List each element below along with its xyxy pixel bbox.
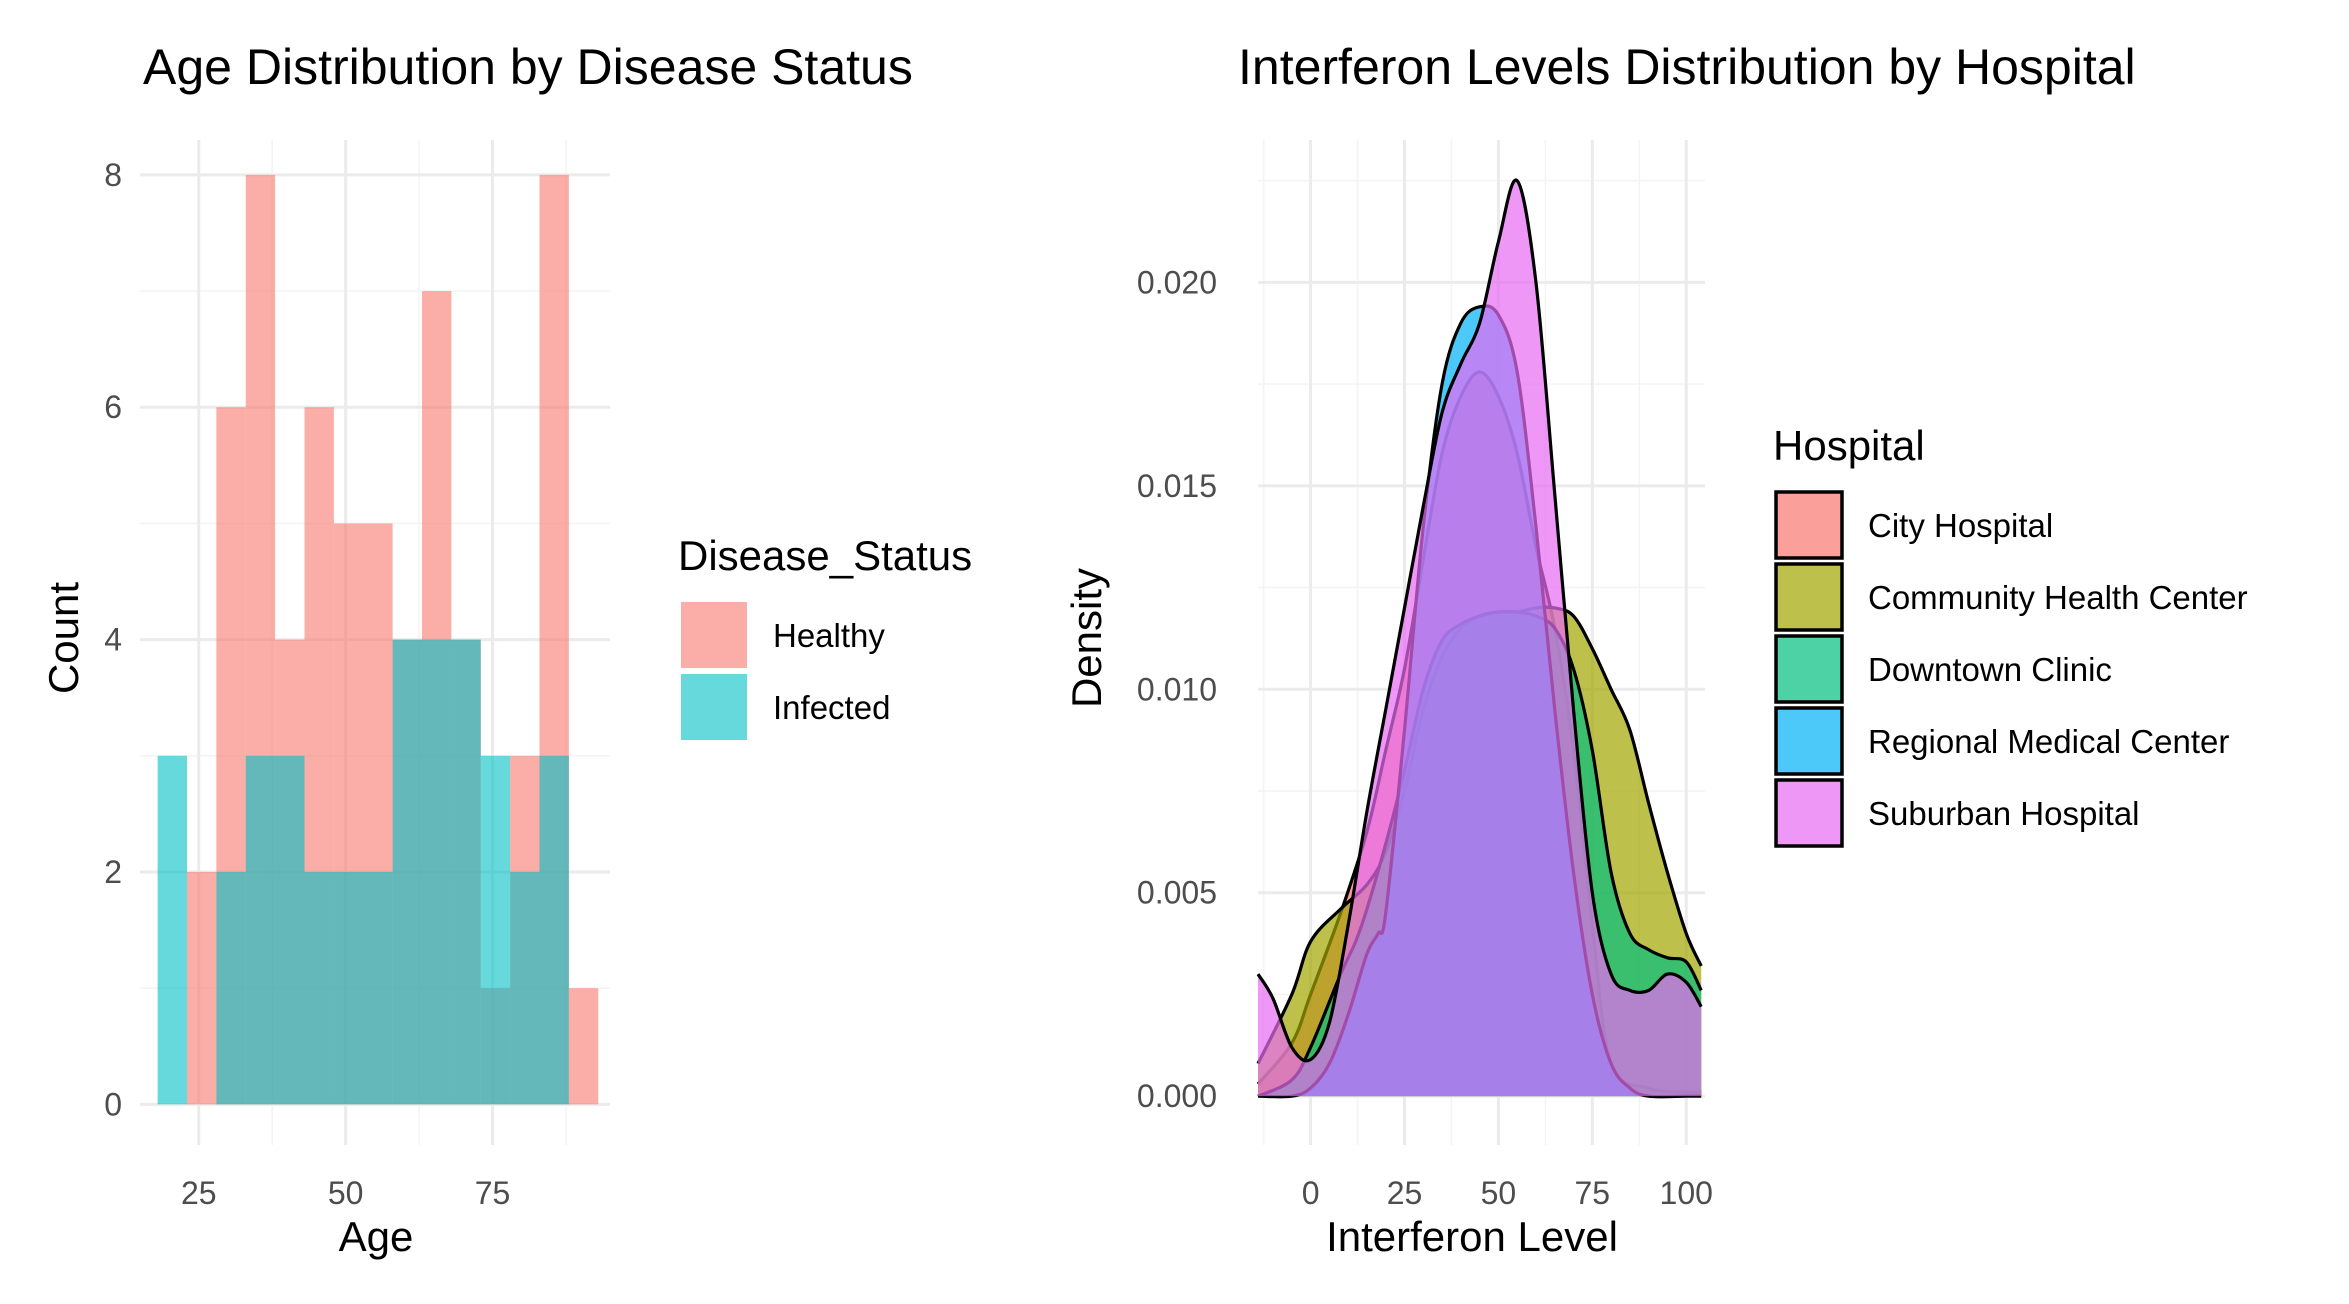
density-legend-swatch (1774, 706, 1844, 776)
histogram-legend-label: Infected (773, 689, 890, 726)
age-histogram-panel: Age Distribution by Disease Status 25 50 7… (40, 39, 972, 1260)
density-x-tick-label: 75 (1575, 1175, 1611, 1211)
histogram-legend-label: Healthy (773, 617, 885, 654)
density-y-tick-label: 0.000 (1137, 1078, 1217, 1114)
density-legend-swatch (1774, 634, 1844, 704)
density-legend: Hospital City Hospital Community Health C… (1773, 422, 2248, 848)
histogram-bar-infected (392, 639, 481, 1105)
density-y-tick-label: 0.005 (1137, 875, 1217, 911)
histogram-bar-infected (245, 755, 305, 1105)
density-legend-swatch (1774, 490, 1844, 560)
density-y-tick-label: 0.015 (1137, 468, 1217, 504)
histogram-bar-healthy (187, 871, 217, 1105)
density-legend-label: City Hospital (1868, 507, 2053, 544)
density-areas (1256, 178, 1703, 1099)
histogram-y-ticks: 0 2 4 6 8 (104, 157, 122, 1122)
density-x-tick-label: 100 (1660, 1175, 1713, 1211)
density-curve-suburban-hospital (1256, 178, 1703, 1063)
histogram-y-tick-label: 2 (104, 854, 122, 890)
histogram-y-axis-title: Count (40, 582, 87, 694)
density-legend-label: Community Health Center (1868, 579, 2248, 616)
histogram-y-tick-label: 8 (104, 157, 122, 193)
density-x-ticks: 0 25 50 75 100 (1302, 1175, 1713, 1211)
histogram-x-ticks: 25 50 75 (181, 1175, 510, 1211)
density-y-tick-label: 0.010 (1137, 671, 1217, 707)
histogram-y-tick-label: 0 (104, 1086, 122, 1122)
histogram-bar-infected (539, 755, 569, 1105)
histogram-bar-infected (304, 871, 393, 1105)
histogram-x-tick-label: 75 (475, 1175, 511, 1211)
interferon-density-panel: Interferon Levels Distribution by Hospit… (1063, 39, 2248, 1260)
histogram-bar-infected (510, 871, 540, 1105)
histogram-x-tick-label: 25 (181, 1175, 217, 1211)
density-legend-label: Suburban Hospital (1868, 795, 2140, 832)
density-legend-label: Downtown Clinic (1868, 651, 2112, 688)
histogram-legend-swatch (681, 602, 747, 668)
histogram-title: Age Distribution by Disease Status (143, 39, 913, 95)
histogram-legend-swatch (681, 674, 747, 740)
density-area-suburban-hospital (1258, 179, 1702, 1097)
density-y-tick-label: 0.020 (1137, 264, 1217, 300)
density-y-ticks: 0.000 0.005 0.010 0.015 0.020 (1137, 264, 1217, 1114)
histogram-y-tick-label: 6 (104, 389, 122, 425)
histogram-bar-infected (480, 755, 511, 1105)
histogram-bar-healthy (568, 988, 599, 1105)
histogram-bars (157, 174, 599, 1105)
histogram-y-tick-label: 4 (104, 622, 122, 658)
histogram-bar-infected (216, 871, 246, 1105)
histogram-legend-title: Disease_Status (678, 532, 972, 579)
density-legend-title: Hospital (1773, 422, 1925, 469)
density-x-tick-label: 0 (1302, 1175, 1320, 1211)
density-legend-swatch (1774, 562, 1844, 632)
density-legend-label: Regional Medical Center (1868, 723, 2229, 760)
histogram-legend: Disease_Status Healthy Infected (678, 532, 972, 740)
histogram-bar-infected (157, 755, 187, 1105)
histogram-x-tick-label: 50 (328, 1175, 364, 1211)
histogram-x-axis-title: Age (339, 1213, 414, 1260)
density-x-axis-title: Interferon Level (1326, 1213, 1618, 1260)
density-x-tick-label: 50 (1481, 1175, 1517, 1211)
density-legend-swatch (1774, 778, 1844, 848)
density-title: Interferon Levels Distribution by Hospit… (1238, 39, 2136, 95)
density-y-axis-title: Density (1063, 568, 1110, 708)
density-x-tick-label: 25 (1387, 1175, 1423, 1211)
